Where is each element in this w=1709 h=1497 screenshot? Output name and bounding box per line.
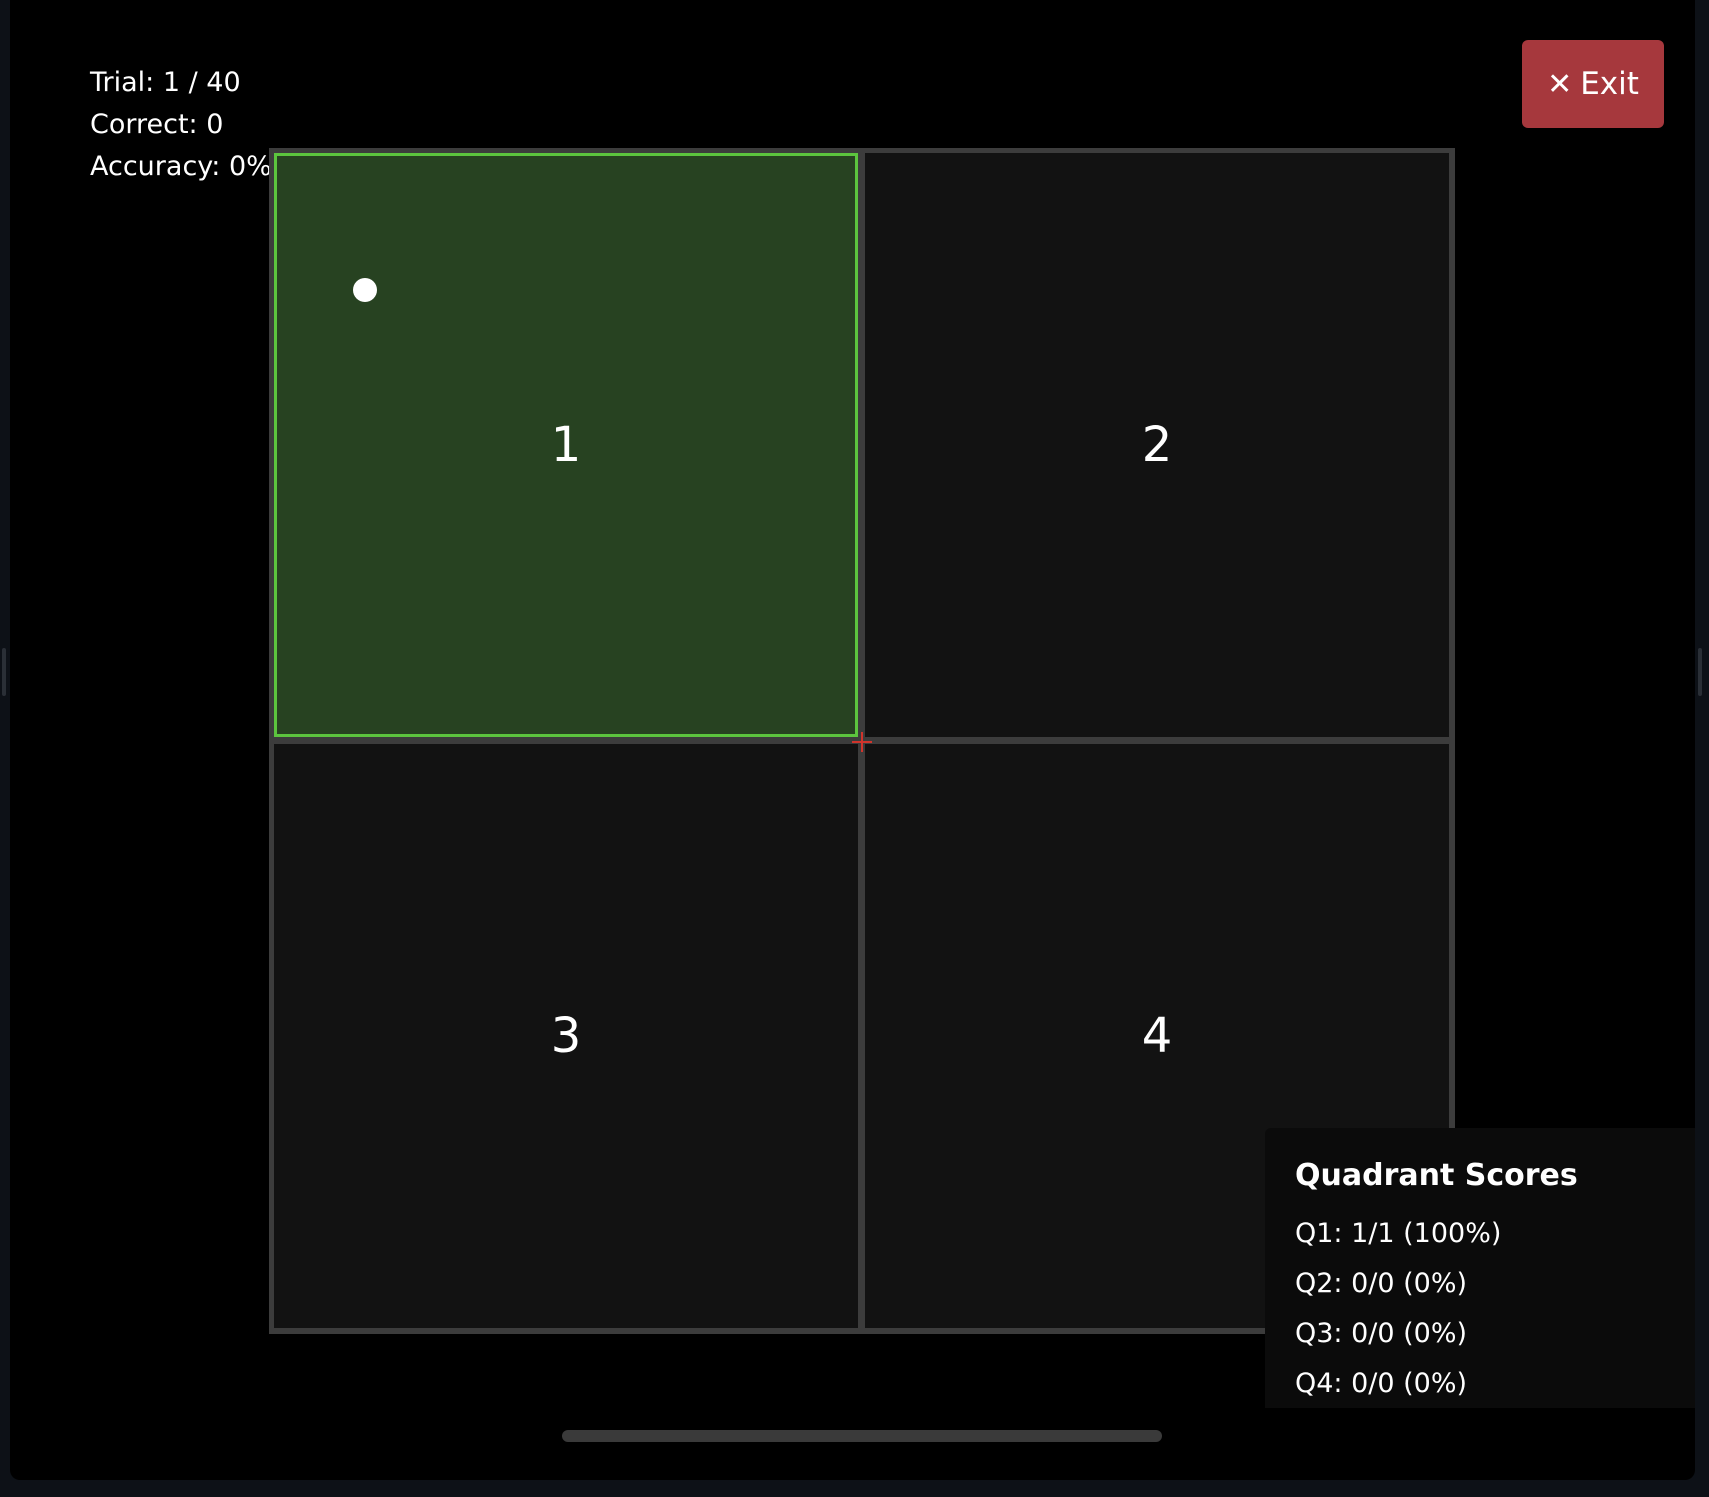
right-resize-handle[interactable] (1698, 648, 1702, 696)
left-resize-handle[interactable] (2, 648, 6, 696)
correct-counter: Correct: 0 (90, 109, 224, 140)
quadrant-1-label: 1 (550, 417, 582, 473)
score-row-q2: Q2: 0/0 (0%) (1295, 1268, 1468, 1299)
quadrant-scores-panel: Quadrant Scores Q1: 1/1 (100%) Q2: 0/0 (… (1265, 1128, 1695, 1408)
quadrant-2-label: 2 (1141, 417, 1173, 473)
horizontal-scrollbar[interactable] (562, 1430, 1162, 1442)
stimulus-dot (353, 278, 377, 302)
game-frame: Trial: 1 / 40 Correct: 0 Accuracy: 0% ✕ … (10, 0, 1695, 1480)
quadrant-3[interactable]: 3 (274, 744, 858, 1328)
accuracy-readout: Accuracy: 0% (90, 151, 272, 182)
quadrant-3-label: 3 (550, 1008, 582, 1064)
close-icon: ✕ (1547, 66, 1573, 102)
stats-panel: Trial: 1 / 40 Correct: 0 Accuracy: 0% (90, 62, 272, 188)
score-row-q3: Q3: 0/0 (0%) (1295, 1318, 1468, 1349)
quadrant-2[interactable]: 2 (865, 153, 1449, 737)
quadrant-1[interactable]: 1 (274, 153, 858, 737)
quadrant-grid: 1 2 3 4 (269, 148, 1455, 1334)
exit-button[interactable]: ✕ Exit (1522, 40, 1664, 128)
score-row-q1: Q1: 1/1 (100%) (1295, 1218, 1502, 1249)
fixation-cross-icon (852, 732, 872, 752)
score-row-q4: Q4: 0/0 (0%) (1295, 1368, 1468, 1399)
trial-counter: Trial: 1 / 40 (90, 67, 241, 98)
scores-title: Quadrant Scores (1295, 1158, 1578, 1193)
exit-button-label: Exit (1580, 66, 1639, 102)
quadrant-4-label: 4 (1141, 1008, 1173, 1064)
